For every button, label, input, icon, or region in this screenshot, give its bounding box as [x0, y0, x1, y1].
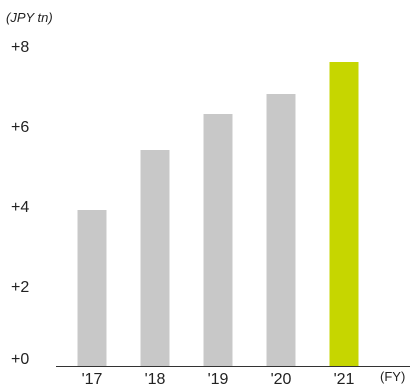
bar-18	[140, 150, 170, 366]
y-tick-label: +8	[11, 39, 29, 56]
y-tick-labels: +0 +2 +4 +6 +8	[11, 39, 29, 368]
y-unit-label: (JPY tn)	[6, 10, 53, 25]
bars	[77, 62, 359, 366]
bar-21	[329, 62, 359, 366]
bar-20	[266, 94, 296, 366]
x-tick-label: '19	[208, 371, 229, 386]
x-unit-label: (FY)	[380, 369, 405, 384]
y-tick-label: +6	[11, 119, 29, 136]
y-tick-label: +2	[11, 279, 29, 296]
bar-17	[77, 210, 107, 366]
bar-19	[203, 114, 233, 366]
x-tick-labels: '17 '18 '19 '20 '21	[82, 371, 355, 386]
y-tick-label: +4	[11, 199, 29, 216]
x-tick-label: '20	[271, 371, 292, 386]
y-tick-label: +0	[11, 351, 29, 368]
x-tick-label: '17	[82, 371, 103, 386]
x-tick-label: '21	[334, 371, 355, 386]
x-tick-label: '18	[145, 371, 166, 386]
